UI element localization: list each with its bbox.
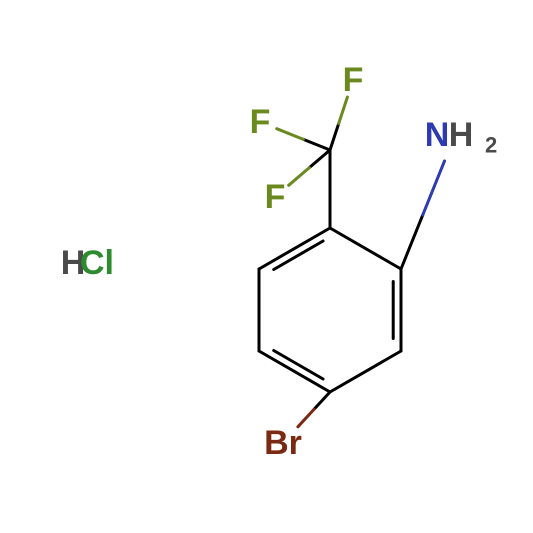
svg-text:H: H [449, 116, 474, 154]
svg-text:2: 2 [485, 133, 497, 158]
fluorine-atom-label: F [265, 178, 286, 216]
fluorine-atom-label: F [343, 61, 364, 99]
amine-label: NH2 [425, 116, 498, 158]
hcl-label: HCl [61, 244, 114, 282]
molecule-diagram: FFFNH2BrHCl [0, 0, 533, 533]
bromine-atom-label: Br [264, 424, 302, 462]
svg-text:Cl: Cl [80, 244, 114, 282]
fluorine-atom-label: F [250, 103, 271, 141]
svg-text:N: N [425, 116, 450, 154]
